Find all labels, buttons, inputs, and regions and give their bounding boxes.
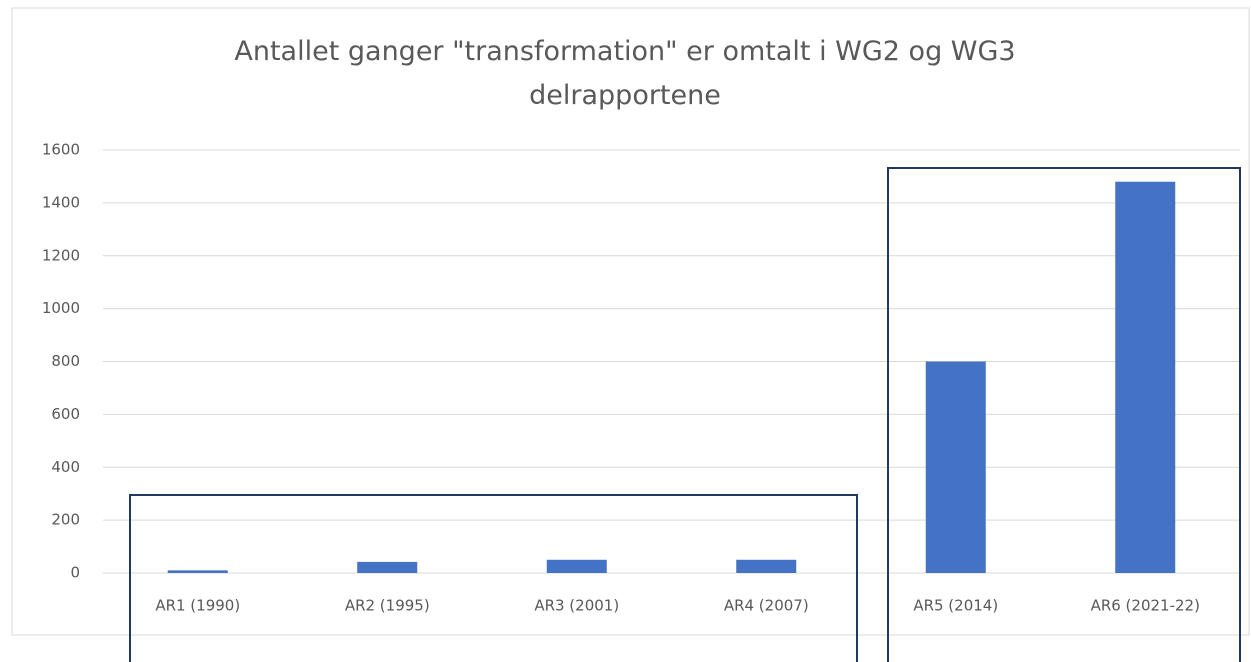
- chart-frame: [11, 7, 1250, 636]
- x-tick-label: AR5 (2014): [913, 597, 998, 615]
- x-tick-label: AR2 (1995): [345, 597, 430, 615]
- bar: [1115, 181, 1176, 573]
- y-tick-label: 1600: [42, 141, 80, 159]
- x-tick-label: AR1 (1990): [155, 597, 240, 615]
- y-tick-label: 400: [51, 458, 80, 476]
- bar: [357, 561, 418, 573]
- plot: 0 200 400 600 800 1000 1200 1400 1600 AR1 (1990) A…: [42, 141, 1240, 615]
- bar: [736, 559, 797, 573]
- y-tick-label: 1200: [42, 246, 80, 264]
- y-tick-label: 200: [51, 511, 80, 529]
- y-tick-label: 0: [70, 564, 80, 582]
- chart-title: Antallet ganger "transformation" er omta…: [234, 36, 1016, 111]
- highlight-box: [887, 167, 1241, 662]
- bar: [546, 559, 607, 573]
- y-tick-label: 800: [51, 352, 80, 370]
- x-tick-label: AR4 (2007): [724, 597, 809, 615]
- y-tick-label: 1000: [42, 299, 80, 317]
- y-tick-label: 1400: [42, 193, 80, 211]
- bar: [167, 570, 228, 573]
- x-tick-label: AR3 (2001): [534, 597, 619, 615]
- highlight-box: [129, 494, 858, 662]
- y-tick-label: 600: [51, 405, 80, 423]
- bar: [925, 361, 986, 573]
- x-tick-label: AR6 (2021-22): [1091, 597, 1200, 615]
